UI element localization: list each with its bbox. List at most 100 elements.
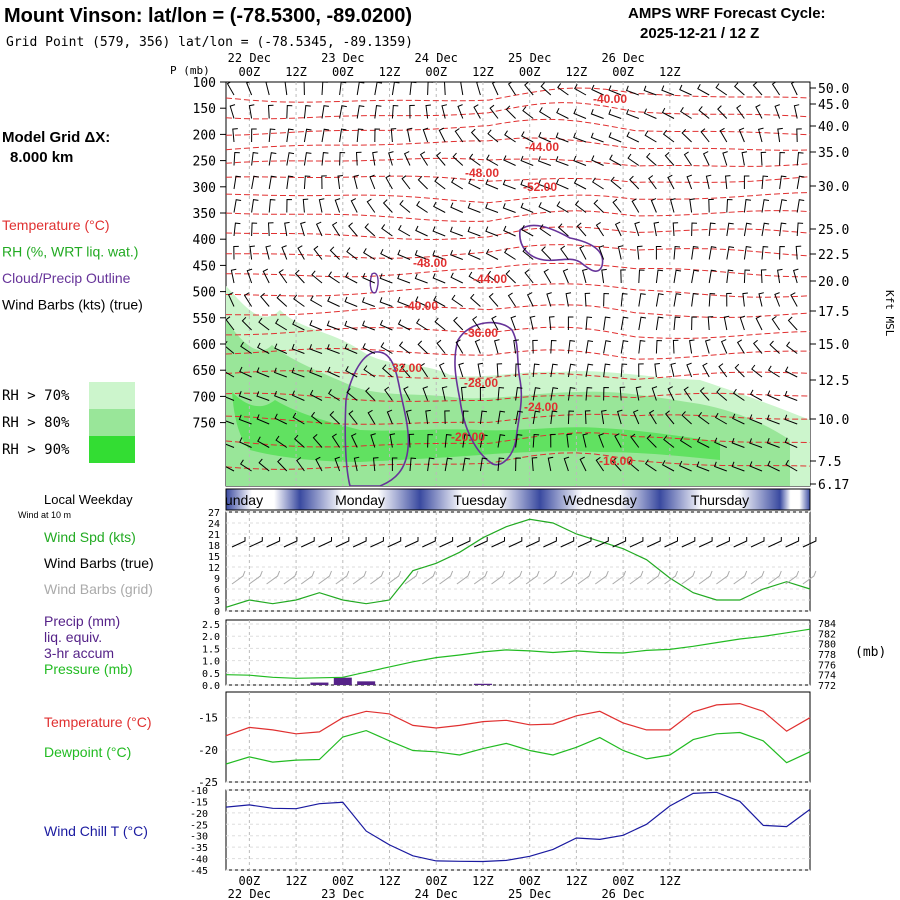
wind-barb (732, 388, 745, 401)
wind-barb (758, 292, 764, 307)
wind-barb (422, 127, 429, 143)
weekday-label: Wednesday (563, 492, 637, 508)
wind-barb (522, 106, 534, 119)
wind-barb (718, 363, 728, 378)
wind-barb (722, 151, 728, 166)
wind-barb (521, 131, 534, 143)
wind-barb (752, 339, 763, 354)
surface-wind-barb (300, 537, 315, 548)
wind-barb (689, 339, 695, 354)
wind-barb (226, 466, 235, 472)
wind-barb (724, 175, 731, 190)
height-tick-label: 50.0 (818, 82, 849, 97)
wind-barb (592, 177, 604, 190)
wind-barb (302, 198, 309, 213)
temperature-label: -32.00 (388, 361, 422, 375)
wind-barb (686, 174, 693, 190)
pressure-axis-title: P (mb) (170, 64, 210, 77)
wind-barb (714, 412, 728, 425)
wind-barb (239, 366, 252, 378)
wind-barb (321, 128, 330, 143)
wind-barb (389, 433, 396, 448)
surface-wind-barb (387, 537, 402, 548)
wind-barb (267, 104, 274, 119)
wind-barb (233, 222, 241, 237)
wind-barb (315, 221, 323, 237)
wind-barb (267, 222, 274, 237)
wind-barb (246, 268, 253, 284)
pressure-tick-label: 650 (193, 364, 216, 379)
rh-threshold-label: RH > 90% (2, 442, 70, 458)
wind-barb (698, 106, 710, 119)
cross-section-legend: Temperature (°C) RH (%, WRT liq. wat.) Clo… (2, 217, 143, 313)
wind-barb (761, 199, 770, 213)
wind-barb (409, 104, 415, 119)
wind-barb (433, 295, 446, 307)
temperature-contour (226, 87, 810, 103)
wind-barb (636, 245, 643, 260)
wind-barb (557, 83, 569, 96)
grid-wind-barb (716, 570, 730, 585)
surface-wind-barb (560, 537, 575, 548)
wind-barb (543, 268, 552, 284)
wind-barb (291, 390, 305, 401)
wind-barb (331, 433, 341, 448)
wind-barb (562, 268, 569, 284)
wind-barb (233, 151, 240, 166)
wind-barb (774, 292, 781, 307)
temperature-tick-label: -15 (198, 712, 218, 725)
wind-chill-tick-label: -20 (190, 809, 208, 820)
wind-barb (620, 340, 629, 354)
wind-barb (275, 318, 288, 331)
wind-barb (256, 414, 270, 425)
wind-barb (473, 104, 481, 119)
wind-barb (550, 339, 557, 354)
wind-barb (303, 128, 312, 143)
wind-legend-label: Wind Barbs (true) (44, 555, 154, 571)
wind-barb (598, 433, 605, 448)
wind-barb (487, 129, 499, 143)
top-day-label: 23 Dec (321, 51, 364, 65)
wind-barb (738, 127, 745, 143)
wind-barb (397, 319, 411, 331)
wind-barb (348, 222, 358, 237)
wind-barb (331, 221, 341, 237)
cloud-outline-3 (519, 224, 604, 273)
wind-barb (767, 460, 780, 472)
wind-barb (557, 223, 569, 237)
bottom-hour-label: 00Z (425, 874, 447, 888)
wind-barb (732, 413, 745, 425)
wind-barb (603, 316, 611, 331)
wind-barb (779, 175, 787, 190)
wind-barb (749, 438, 763, 448)
surface-wind-barb (352, 537, 367, 548)
height-axis: 50.045.0 40.0 35.0 30.0 25.0 22.5 20.0 17.5 15.0… (810, 82, 849, 493)
wind-barb (532, 410, 541, 425)
wind-barb (628, 458, 640, 472)
wind-barb (457, 104, 464, 119)
wind-barb (632, 409, 640, 425)
rh-threshold-legend: RH > 70% RH > 80% RH > 90% (2, 382, 135, 463)
wind-barb (723, 315, 730, 331)
top-hour-label: 00Z (239, 65, 261, 79)
temperature-contour (226, 102, 810, 120)
wind-barb (648, 175, 657, 190)
surface-wind-barb (439, 537, 454, 548)
wind-barb (664, 152, 675, 166)
wind-barb (532, 339, 538, 354)
pressure-tick-label: 600 (193, 338, 216, 353)
wind-speed-line (225, 518, 811, 608)
wind-barb (795, 245, 802, 260)
wind-barb (717, 105, 728, 119)
wind-barb (591, 84, 604, 96)
wind-barb (567, 363, 576, 378)
wind-barb (715, 83, 728, 96)
wind-barb (449, 226, 463, 237)
wind-barb (743, 199, 752, 213)
wind-barb (617, 245, 624, 260)
wind-barb (350, 198, 358, 213)
wind-barb (590, 132, 604, 143)
wind-barb (573, 132, 587, 143)
temperature-contour (226, 226, 810, 241)
wind-barb (408, 433, 415, 448)
